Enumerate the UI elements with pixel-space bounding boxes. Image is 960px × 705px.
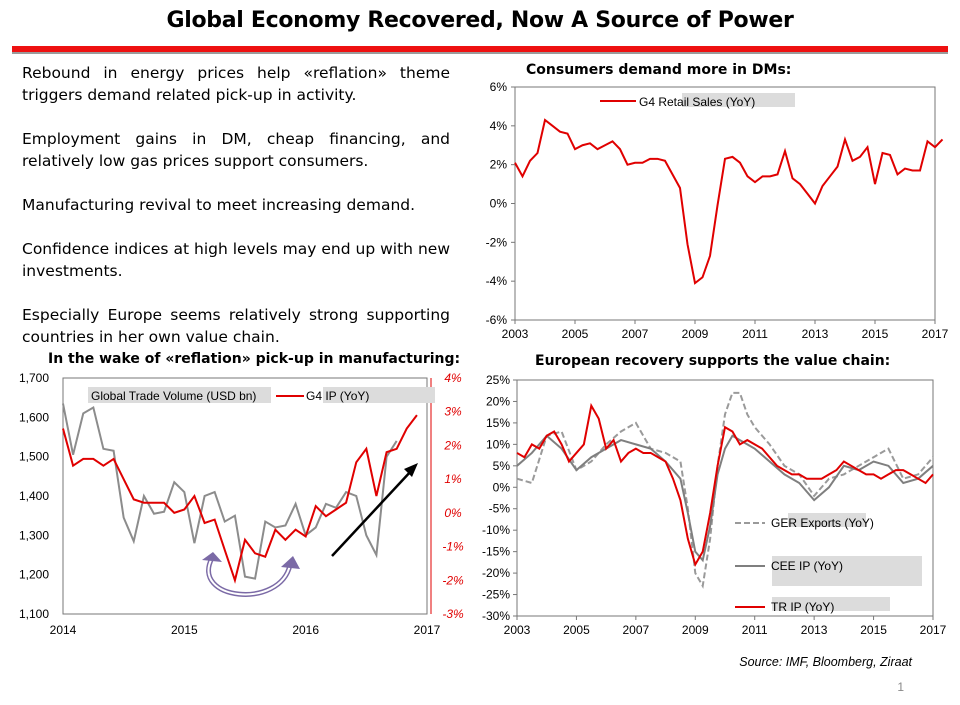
trade-legend-highlight-2 [323,387,435,403]
retail-y-tick-label: 6% [490,80,508,94]
trade-y2-tick-label: -3% [442,607,464,621]
bullet-4: Confidence indices at high levels may en… [22,240,450,280]
europe-legend-highlight-3 [772,597,890,611]
europe-legend-label-1: GER Exports (YoY) [771,516,874,530]
europe-plot-frame [516,379,934,617]
trade-y2-tick-label: 3% [444,405,462,419]
source-note: Source: IMF, Bloomberg, Ziraat [739,655,912,669]
europe-x-tick-label: 2005 [563,623,590,637]
trade-y2-tick-label: -2% [442,573,464,587]
retail-x-tick-label: 2011 [742,327,768,341]
europe-legend-label-3: TR IP (YoY) [771,600,834,614]
retail-chart-title: Consumers demand more in DMs: [526,62,792,78]
retail-x-tick-label: 2005 [562,327,589,341]
retail-y-tick-label: 2% [490,158,508,172]
europe-x-tick-label: 2009 [682,623,709,637]
trade-series-line-1 [62,403,398,580]
bullet-2: Employment gains in DM, cheap financing,… [22,130,450,170]
europe-legend-highlight-2 [772,556,922,586]
title-rule [12,46,948,54]
trend-arrow-icon [331,469,413,557]
trade-y2-tick-label: 1% [444,472,462,486]
trade-y-tick-label: 1,500 [19,450,49,464]
retail-y-tick-label: 0% [490,197,508,211]
europe-y-tick-label: -25% [482,588,510,602]
trade-y-tick-label: 1,100 [19,607,49,621]
trade-x-tick-label: 2015 [171,623,198,637]
europe-x-tick-label: 2003 [504,623,531,637]
trade-y-tick-label: 1,700 [19,371,49,385]
bullet-5: Especially Europe seems relatively stron… [22,306,450,346]
retail-x-tick-label: 2017 [922,327,949,341]
trade-legend-label-1: Global Trade Volume (USD bn) [91,389,256,403]
bullet-list: Rebound in energy prices help «reflation… [22,62,450,370]
europe-y-tick-label: 0% [493,480,511,494]
retail-x-tick-label: 2009 [682,327,709,341]
retail-y-tick-label: -2% [486,235,508,249]
trade-y-tick-label: 1,400 [19,489,49,503]
europe-x-tick-label: 2007 [623,623,650,637]
europe-x-tick-label: 2011 [742,623,768,637]
europe-y-tick-label: -5% [489,502,511,516]
page-title: Global Economy Recovered, Now A Source o… [166,8,794,33]
trade-y2-tick-label: 0% [444,506,462,520]
trade-legend-highlight-1 [88,387,271,403]
trade-x-tick-label: 2016 [292,623,319,637]
europe-y-tick-label: 5% [493,459,511,473]
europe-y-tick-label: 10% [486,437,510,451]
trade-y2-tick-label: 2% [443,438,462,452]
trade-chart-title: In the wake of «reflation» pick-up in ma… [48,351,461,367]
europe-x-tick-label: 2013 [801,623,828,637]
europe-y-tick-label: -10% [482,523,510,537]
europe-chart-title: European recovery supports the value cha… [535,353,891,369]
bullet-3: Manufacturing revival to meet increasing… [22,196,416,214]
europe-y-tick-label: 15% [486,416,510,430]
trade-y-tick-label: 1,200 [19,568,49,582]
retail-x-tick-label: 2007 [622,327,649,341]
retail-series-line [514,118,944,285]
europe-series-line-2 [516,434,934,563]
europe-y-tick-label: -30% [482,609,510,623]
reversal-arrow-head-right [281,556,300,569]
retail-x-tick-label: 2013 [802,327,829,341]
bullet-1: Rebound in energy prices help «reflation… [22,64,450,104]
europe-legend-highlight-1 [788,513,866,527]
retail-legend-highlight [682,93,795,107]
reversal-arrow-inner [207,557,291,596]
trade-y2-tick-label: -1% [442,540,464,554]
trade-legend-label-2: G4 IP (YoY) [306,389,369,403]
trade-y2-tick-label: 4% [444,371,462,385]
retail-y-tick-label: 4% [490,119,508,133]
page-number: 1 [897,680,904,694]
retail-x-tick-label: 2015 [862,327,889,341]
europe-y-tick-label: -20% [482,566,510,580]
trend-arrow-head [404,463,418,477]
trade-y-tick-label: 1,600 [19,410,49,424]
trade-series-line-2 [62,414,418,584]
retail-legend-label: G4 Retail Sales (YoY) [639,95,755,109]
trade-x-tick-label: 2017 [414,623,441,637]
reversal-arrow-head-left [202,552,222,562]
retail-y-tick-label: -6% [486,313,508,327]
europe-x-tick-label: 2017 [920,623,947,637]
europe-x-tick-label: 2015 [860,623,887,637]
europe-y-tick-label: 25% [486,373,510,387]
europe-legend-label-2: CEE IP (YoY) [771,559,843,573]
retail-plot-frame [514,86,936,321]
europe-y-tick-label: -15% [482,545,510,559]
europe-series-line-1 [516,391,934,589]
trade-y-tick-label: 1,300 [19,528,49,542]
trade-x-tick-label: 2014 [50,623,77,637]
europe-y-tick-label: 20% [486,394,510,408]
retail-y-tick-label: -4% [486,274,508,288]
europe-series-line-3 [516,402,934,568]
trade-plot-frame [62,377,428,615]
retail-x-tick-label: 2003 [502,327,529,341]
